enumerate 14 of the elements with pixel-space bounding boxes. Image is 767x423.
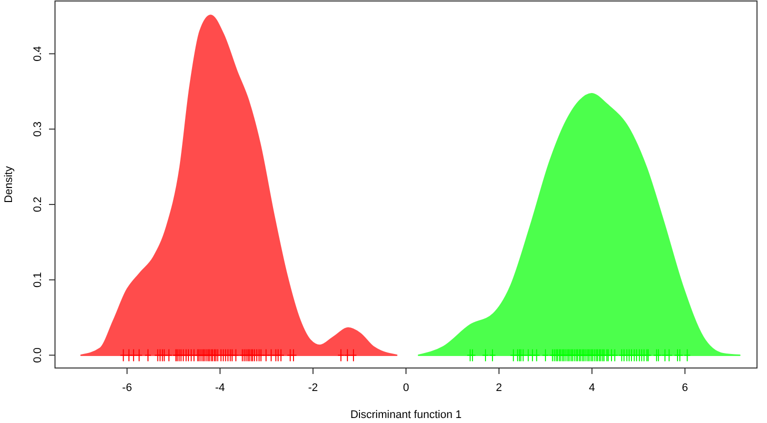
x-tick-label: 4 bbox=[588, 382, 596, 394]
y-axis-title: Density bbox=[3, 166, 15, 203]
x-axis-title: Discriminant function 1 bbox=[350, 409, 462, 421]
x-tick-label: -2 bbox=[308, 382, 318, 394]
y-tick-label: 0.2 bbox=[32, 196, 44, 212]
x-tick-label: -4 bbox=[215, 382, 225, 394]
y-tick-label: 0.3 bbox=[32, 121, 44, 137]
x-tick-label: 2 bbox=[496, 382, 502, 394]
y-tick-label: 0.0 bbox=[32, 348, 44, 363]
y-tick-label: 0.4 bbox=[32, 46, 44, 62]
x-tick-label: 6 bbox=[682, 382, 688, 394]
x-tick-label: -6 bbox=[122, 382, 132, 394]
x-tick-label: 0 bbox=[402, 382, 410, 394]
y-tick-label: 0.1 bbox=[32, 272, 44, 288]
